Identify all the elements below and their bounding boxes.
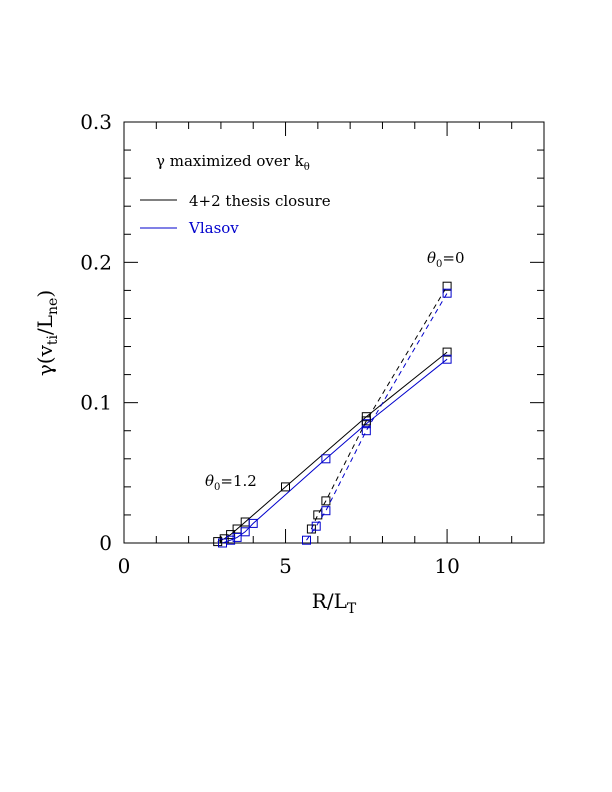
data-point-square (442, 288, 452, 298)
annotation-theta-0: θ0=0 (427, 249, 465, 270)
data-point-square (361, 416, 371, 426)
data-point-square (226, 530, 236, 540)
data-point-square (311, 521, 321, 531)
series-2-dashed (306, 281, 452, 534)
data-point-square (213, 537, 223, 547)
data-series (213, 281, 452, 548)
legend-label-vlasov: Vlasov (188, 219, 239, 237)
series-line (222, 358, 448, 544)
data-point-square (442, 354, 452, 364)
data-point-square (442, 347, 452, 357)
data-point-square (321, 454, 331, 464)
x-tick-label: 0 (118, 554, 131, 578)
data-point-square (226, 535, 236, 545)
x-tick-label: 10 (434, 554, 459, 578)
series-line (306, 292, 448, 541)
data-point-square (232, 532, 242, 542)
y-tick-label: 0 (99, 531, 112, 555)
y-axis-title: γ(vti/Lne) (33, 290, 61, 376)
data-point-square (281, 482, 290, 492)
plot-frame (123, 121, 545, 544)
data-point-square (321, 496, 331, 506)
data-point-square (442, 281, 452, 291)
data-point-square (306, 524, 316, 534)
axis-tick-labels: 0 5 10 0 0.1 0.2 0.3 (80, 110, 460, 578)
y-tick-label: 0.3 (80, 110, 112, 134)
annotation-theta-1-2: θ0=1.2 (205, 472, 257, 493)
x-tick-label: 5 (279, 554, 292, 578)
legend-title: γ maximized over kθ (156, 152, 310, 173)
y-tick-label: 0.2 (80, 250, 112, 274)
axis-ticks (123, 121, 545, 544)
series-line (310, 285, 448, 530)
data-point-square (240, 527, 250, 537)
data-point-square (321, 506, 331, 516)
data-point-square (361, 426, 371, 436)
series-3-dashed (302, 288, 452, 545)
series-0-solid (213, 347, 452, 547)
x-axis-title: R/LT (312, 589, 357, 617)
y-tick-label: 0.1 (80, 391, 112, 415)
data-point-square (302, 535, 311, 545)
legend: γ maximized over kθ 4+2 thesis closure V… (140, 152, 331, 237)
legend-label-thesis: 4+2 thesis closure (189, 192, 331, 210)
series-1-solid (218, 354, 452, 548)
data-point-square (313, 510, 323, 520)
series-line (217, 351, 448, 543)
data-point-square (248, 518, 258, 528)
